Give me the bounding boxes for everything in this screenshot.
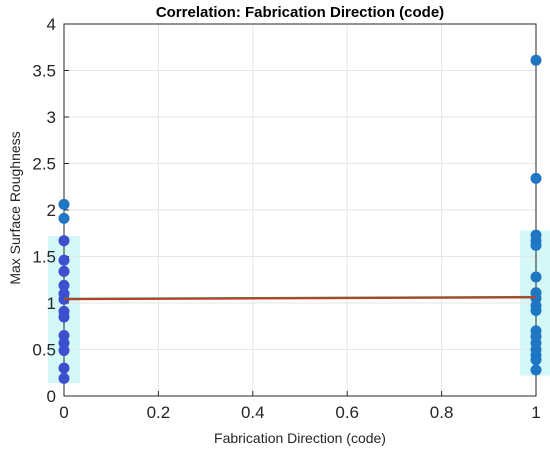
data-point [530,172,542,184]
data-point [58,362,70,374]
fit-layer [63,295,537,301]
y-tick-label: 4 [47,15,56,34]
y-tick-label: 3.5 [32,62,56,81]
data-point [530,271,542,283]
data-point [58,235,70,247]
y-axis-label: Max Surface Roughness [7,131,23,284]
x-tick-label: 0.4 [241,403,265,422]
x-tick-label: 0 [59,403,68,422]
x-tick-label: 0.2 [147,403,171,422]
fit-line [63,296,537,301]
points-layer [58,54,542,384]
data-point [58,372,70,384]
data-point [58,279,70,291]
data-point [530,364,542,376]
data-point [58,311,70,323]
tick-label-layer: 0 0.2 0.4 0.6 0.8 1 0 0.5 1 1.5 2 2.5 3 3.5 4 [32,15,540,422]
band-layer [48,230,550,383]
x-tick-label: 0.8 [430,403,454,422]
data-point [58,198,70,210]
y-tick-label: 0.5 [32,341,56,360]
y-tick-label: 0 [47,387,56,406]
y-tick-label: 1.5 [32,248,56,267]
x-tick-label: 0.6 [335,403,359,422]
data-point [530,304,542,316]
data-point [58,344,70,356]
chart-title: Correlation: Fabrication Direction (code… [156,4,444,21]
data-point [58,254,70,266]
data-point [530,239,542,251]
data-point [530,354,542,366]
data-point [58,293,70,305]
data-point [58,212,70,224]
y-tick-label: 2.5 [32,155,56,174]
x-axis-label: Fabrication Direction (code) [214,430,386,446]
y-tick-label: 2 [47,201,56,220]
data-point [530,54,542,66]
data-point [58,265,70,277]
grid-layer [63,23,537,397]
y-tick-label: 3 [47,108,56,127]
x-tick-label: 1 [531,403,540,422]
y-tick-label: 1 [47,294,56,313]
